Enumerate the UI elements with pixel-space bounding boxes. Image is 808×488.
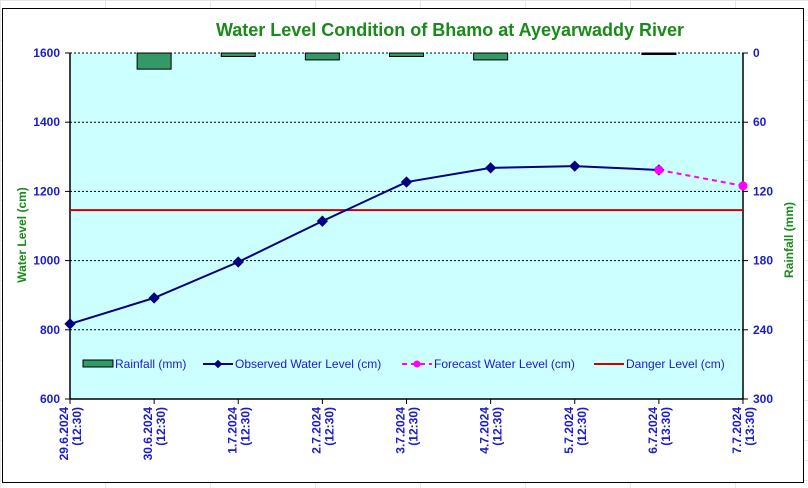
x-tick-label: 7.7.2024(13:30) — [730, 407, 757, 454]
legend-label: Rainfall (mm) — [115, 357, 186, 371]
plot-area: 600 800 1000 1200 1400 1600 0 60 120 180 240 300 29.… — [33, 46, 773, 460]
y2-tick-label: 0 — [753, 46, 760, 60]
rainfall-bar — [389, 52, 424, 57]
legend-forecast-marker — [413, 360, 421, 368]
y2-axis-label: Rainfall (mm) — [782, 202, 796, 278]
observed-point — [316, 215, 329, 227]
y-axis-label: Water Level (cm) — [15, 187, 29, 283]
x-tick-label: 5.7.2024(12:30) — [562, 407, 589, 454]
legend: Rainfall (mm) Observed Water Level (cm) Fo… — [82, 357, 725, 371]
x-tick-label: 6.7.2024(13:30) — [646, 407, 673, 454]
y-tick-label: 1000 — [33, 254, 60, 268]
x-tick-label: 4.7.2024(12:30) — [478, 407, 505, 454]
x-tick-label: 1.7.2024(12:30) — [225, 407, 252, 454]
rainfall-bar — [304, 52, 340, 61]
rainfall-bar — [473, 52, 509, 61]
y-tick-label: 600 — [40, 392, 60, 406]
y-tick-label: 1200 — [33, 184, 60, 198]
y2-tick-label: 300 — [753, 392, 773, 406]
rainfall-bar — [136, 52, 172, 70]
y2-tick-label: 60 — [753, 115, 767, 129]
observed-point — [569, 160, 581, 172]
chart-title: Water Level Condition of Bhamo at Ayeyar… — [216, 20, 684, 40]
rainfall-bar — [220, 52, 256, 57]
observed-point — [232, 256, 244, 268]
y2-tick-label: 240 — [753, 323, 773, 337]
observed-point — [484, 162, 497, 174]
x-tick-label: 29.6.2024(12:30) — [57, 407, 84, 461]
forecast-point — [738, 181, 748, 191]
rainfall-bar — [641, 52, 677, 55]
observed-point — [400, 176, 413, 188]
y-tick-label: 1400 — [33, 115, 60, 129]
legend-label: Danger Level (cm) — [626, 357, 725, 371]
legend-label: Forecast Water Level (cm) — [434, 357, 575, 371]
forecast-point — [654, 165, 664, 175]
legend-rainfall-swatch — [82, 359, 114, 368]
legend-observed-marker — [213, 359, 223, 369]
y2-tick-label: 180 — [753, 254, 773, 268]
x-tick-label: 2.7.2024(12:30) — [309, 407, 336, 454]
legend-label: Observed Water Level (cm) — [235, 357, 381, 371]
observed-water-level-line — [69, 165, 659, 325]
plot-background — [70, 53, 743, 399]
observed-point — [148, 292, 160, 304]
x-tick-label: 3.7.2024(12:30) — [394, 407, 421, 454]
x-tick-label: 30.6.2024(12:30) — [141, 407, 168, 461]
y-tick-label: 1600 — [33, 46, 60, 60]
y2-tick-label: 120 — [753, 184, 773, 198]
y-tick-label: 800 — [40, 323, 60, 337]
